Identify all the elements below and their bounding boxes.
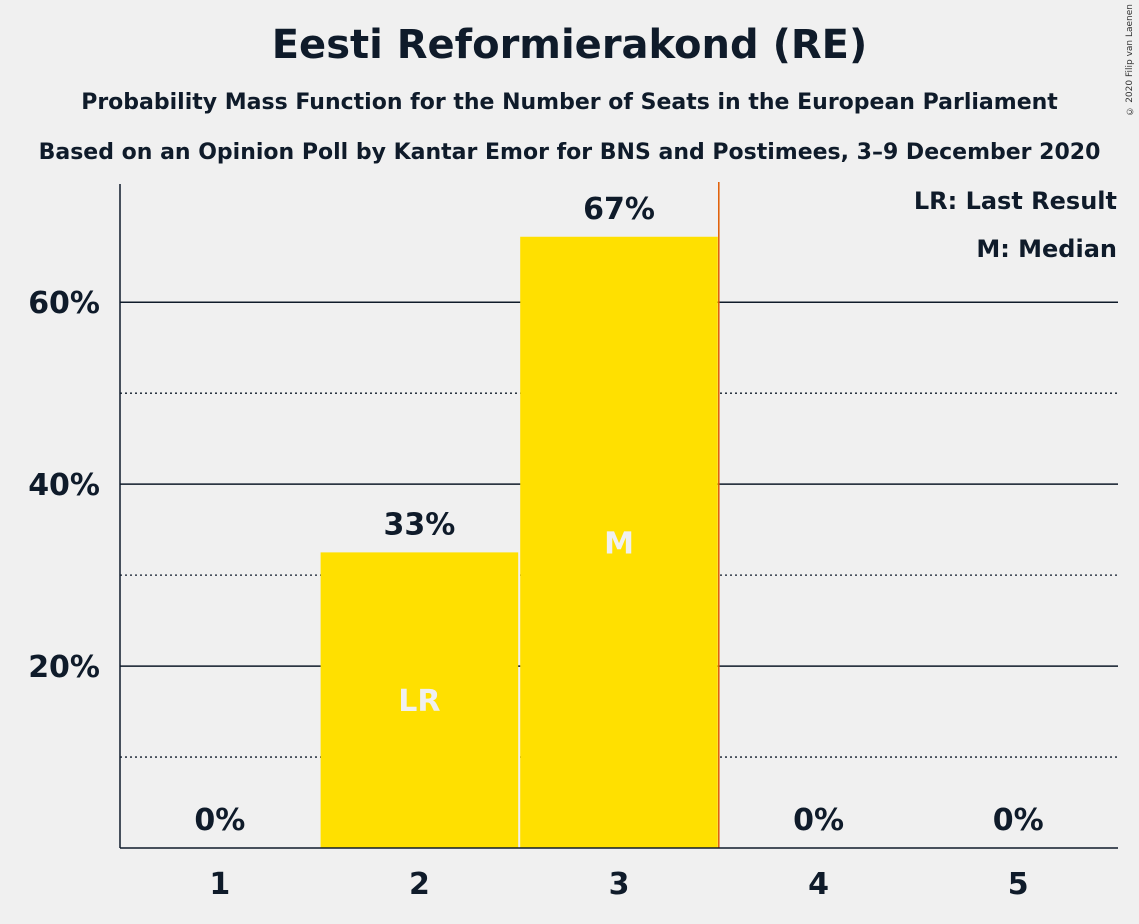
chart-subtitle-1: Probability Mass Function for the Number… [81, 90, 1058, 115]
data-label-5: 0% [993, 803, 1044, 838]
x-tick-label: 3 [609, 867, 630, 902]
x-tick-label: 2 [409, 867, 430, 902]
data-label-3: 67% [583, 192, 655, 227]
bar-marker-lr: LR [398, 684, 440, 719]
x-tick-label: 4 [808, 867, 829, 902]
chart-title: Eesti Reformierakond (RE) [271, 22, 868, 68]
y-tick-label: 40% [28, 468, 100, 503]
chart-subtitle-2: Based on an Opinion Poll by Kantar Emor … [38, 140, 1101, 165]
axes [119, 182, 1118, 849]
data-label-1: 0% [194, 803, 245, 838]
legend-entry: M: Median [976, 235, 1117, 263]
y-tick-label: 60% [28, 286, 100, 321]
data-label-2: 33% [383, 507, 455, 542]
bar-2 [320, 552, 519, 848]
x-tick-label: 1 [209, 867, 230, 902]
bar-3 [520, 236, 718, 848]
legend-entry: LR: Last Result [914, 187, 1117, 215]
legend: LR: Last Result M: Median [914, 187, 1117, 263]
data-label-4: 0% [793, 803, 844, 838]
x-tick-label: 5 [1008, 867, 1029, 902]
y-tick-label: 20% [28, 650, 100, 685]
bars [320, 236, 718, 848]
bar-marker-m: M [604, 526, 634, 561]
